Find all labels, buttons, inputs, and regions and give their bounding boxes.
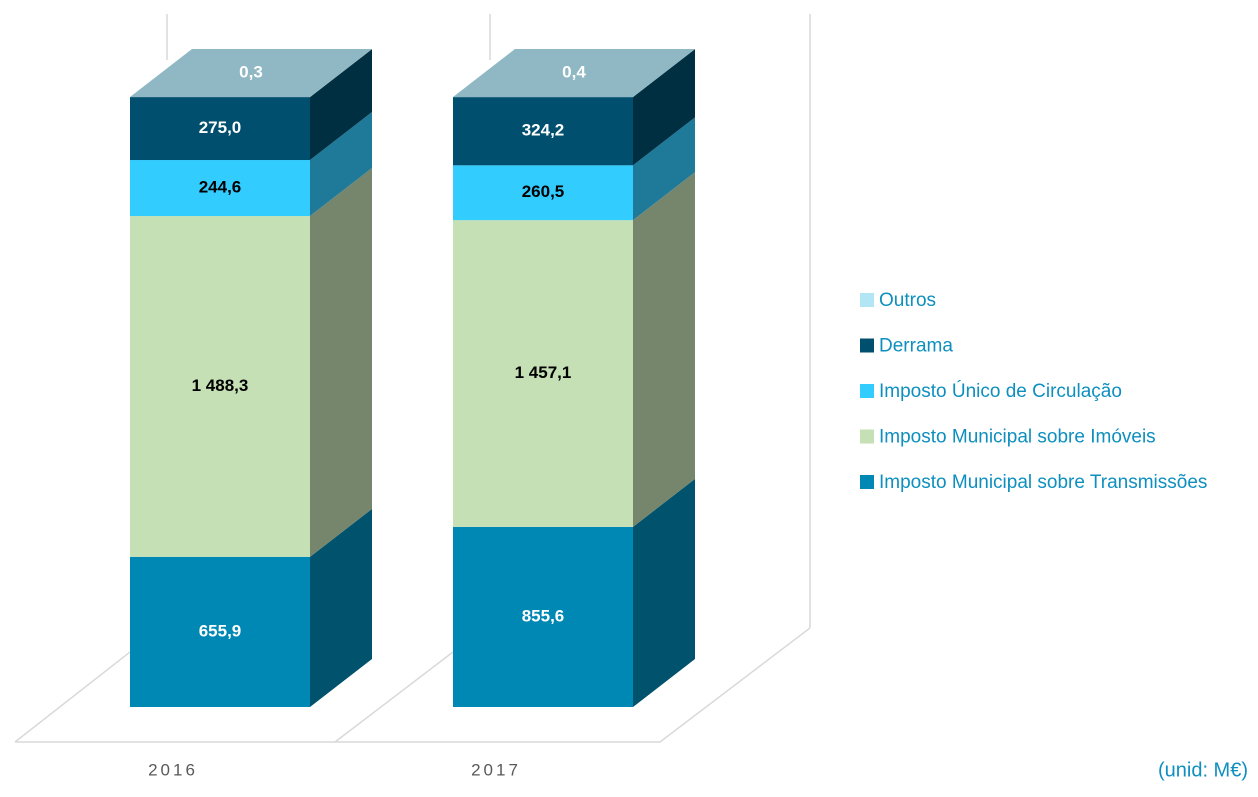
legend-label: Derrama xyxy=(879,336,953,357)
legend-swatch xyxy=(860,430,874,444)
data-label: 0,4 xyxy=(562,62,586,81)
x-tick-label: 2016 xyxy=(148,760,198,779)
data-label: 655,9 xyxy=(199,621,242,640)
legend-swatch xyxy=(860,339,874,353)
legend-label: Imposto Único de Circulação xyxy=(879,380,1122,402)
data-label: 324,2 xyxy=(522,121,565,140)
data-label: 275,0 xyxy=(199,118,242,137)
data-label: 244,6 xyxy=(199,178,242,197)
legend-label: Outros xyxy=(879,290,936,311)
legend-label: Imposto Municipal sobre Transmissões xyxy=(879,472,1207,493)
x-tick-label: 2017 xyxy=(471,760,521,779)
data-label: 0,3 xyxy=(239,62,263,81)
data-label: 855,6 xyxy=(522,606,565,625)
unit-note: (unid: M€) xyxy=(1158,759,1248,781)
bar-side xyxy=(633,172,695,527)
legend-swatch xyxy=(860,475,874,489)
bar-side xyxy=(310,168,372,557)
data-label: 260,5 xyxy=(522,182,565,201)
legend-swatch xyxy=(860,384,874,398)
data-label: 1 457,1 xyxy=(515,363,572,382)
legend-swatch xyxy=(860,293,874,307)
legend-label: Imposto Municipal sobre Imóveis xyxy=(879,427,1156,448)
floor-line xyxy=(15,652,130,742)
data-label: 1 488,3 xyxy=(192,376,249,395)
